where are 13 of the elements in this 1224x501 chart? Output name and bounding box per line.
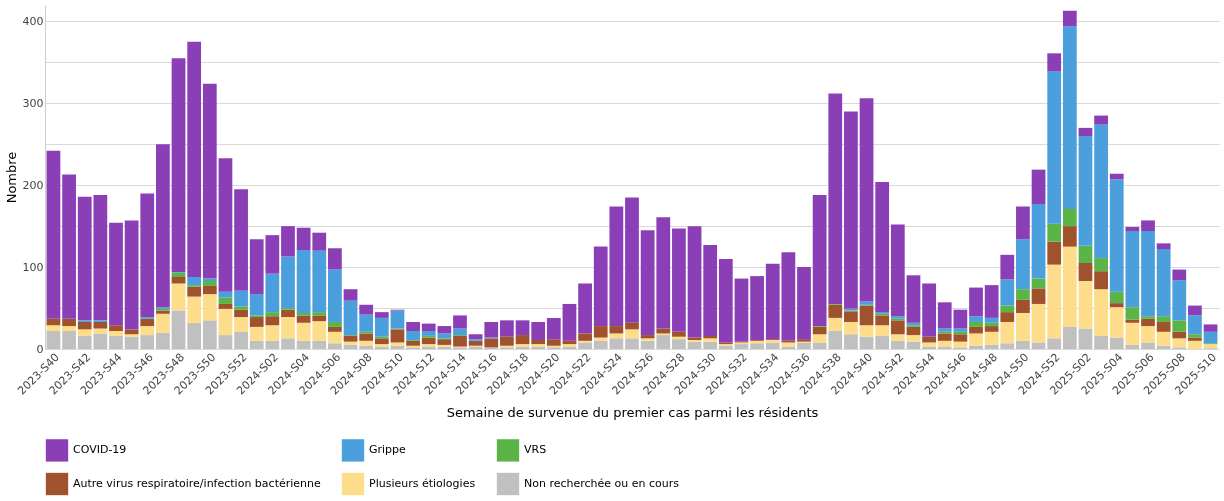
y-tick-label: 0 [36, 342, 44, 356]
y-tick-label: 200 [22, 178, 44, 192]
legend-label: Grippe [369, 443, 407, 457]
legend-label: COVID-19 [73, 443, 127, 457]
y-tick-label: 400 [22, 14, 44, 28]
y-tick-label: 100 [22, 260, 44, 274]
legend-label: VRS [524, 443, 547, 457]
y-axis-title: Nombre [3, 151, 19, 204]
y-tick-label: 300 [22, 96, 44, 110]
legend-label: Autre virus respiratoire/infection bactérienne [73, 477, 321, 490]
x-axis-title: Semaine de survenue du premier cas parmi les résidents [446, 404, 819, 420]
legend-label: Plusieurs étiologies [369, 477, 476, 490]
legend-label: Non recherchée ou en cours [524, 477, 680, 490]
